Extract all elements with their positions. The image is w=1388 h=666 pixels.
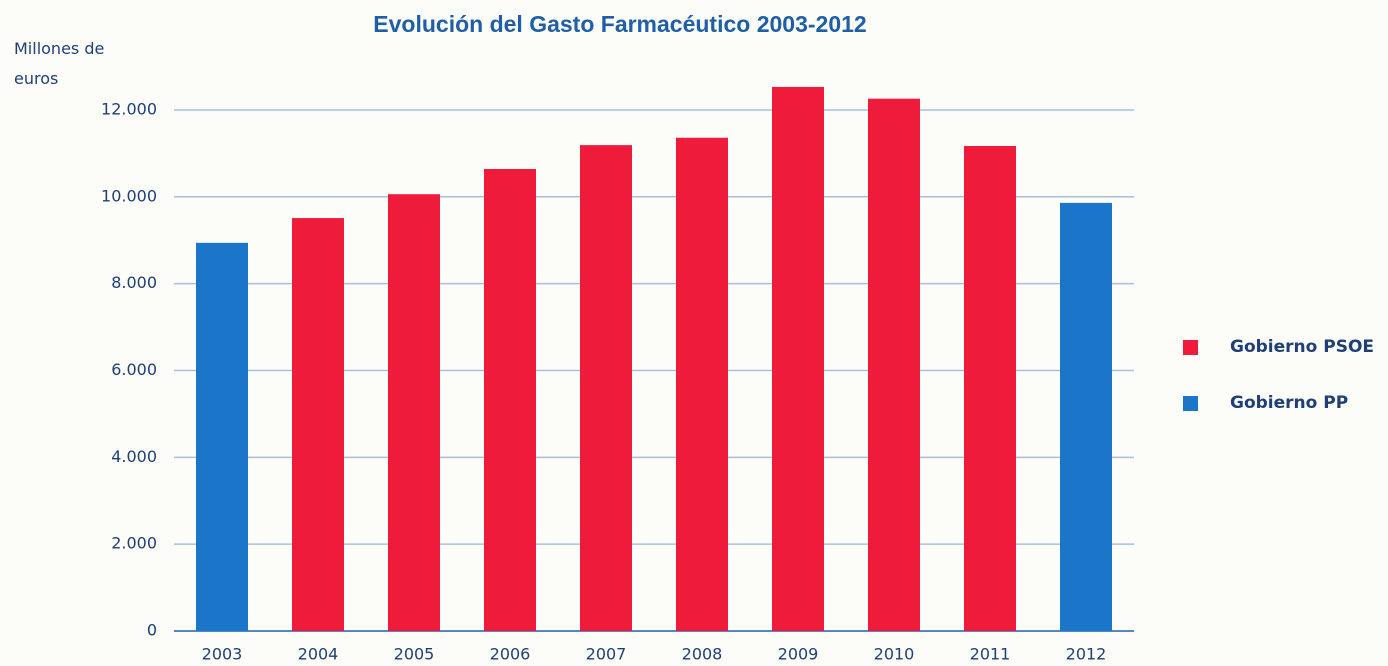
bar xyxy=(484,169,536,631)
bar xyxy=(964,145,1016,631)
y-tick-label: 8.000 xyxy=(111,273,157,292)
x-tick-label: 2007 xyxy=(586,645,627,664)
y-tick-label: 2.000 xyxy=(111,534,157,553)
y-tick-label: 12.000 xyxy=(101,99,157,118)
bar xyxy=(580,145,632,632)
x-tick-label: 2006 xyxy=(490,645,531,664)
y-tick-label: 6.000 xyxy=(111,360,157,379)
bar xyxy=(1060,202,1112,632)
y-tick-label: 10.000 xyxy=(101,186,157,205)
y-tick-label: 4.000 xyxy=(111,447,157,466)
legend-swatch xyxy=(1183,340,1198,355)
x-tick-label: 2005 xyxy=(394,645,435,664)
chart-title: Evolución del Gasto Farmacéutico 2003-20… xyxy=(373,11,866,37)
x-tick-label: 2004 xyxy=(298,645,339,664)
legend-label: Gobierno PSOE xyxy=(1230,337,1374,357)
legend-swatch xyxy=(1183,396,1198,411)
y-axis-label: Millones de euros xyxy=(14,39,105,88)
bar xyxy=(292,218,344,631)
bar xyxy=(196,242,248,631)
bar xyxy=(772,86,824,632)
x-tick-label: 2010 xyxy=(874,645,915,664)
x-tick-label: 2011 xyxy=(970,645,1011,664)
x-tick-label: 2012 xyxy=(1066,645,1107,664)
x-tick-label: 2003 xyxy=(202,645,243,664)
bar xyxy=(388,194,440,631)
bar xyxy=(868,98,920,632)
x-tick-label: 2008 xyxy=(682,645,723,664)
x-tick-label: 2009 xyxy=(778,645,819,664)
legend-label: Gobierno PP xyxy=(1230,393,1348,413)
y-tick-label: 0 xyxy=(147,621,157,640)
bar xyxy=(676,137,728,632)
